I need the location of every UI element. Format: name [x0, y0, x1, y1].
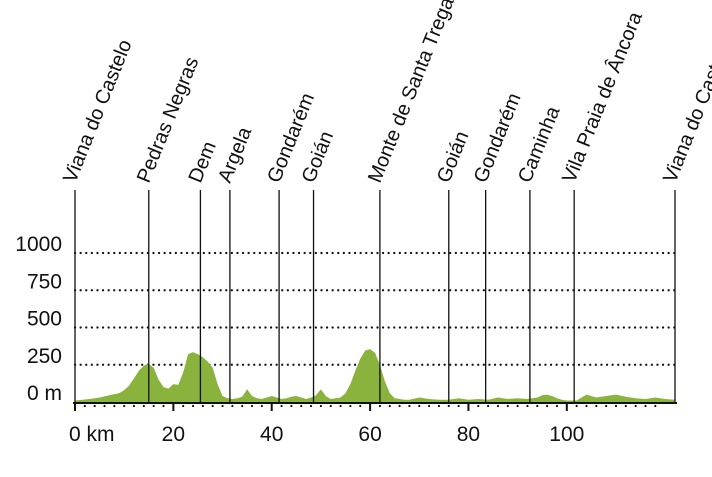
x-minor-tick — [477, 404, 480, 408]
place-label: Argela — [214, 123, 256, 186]
x-minor-tick — [447, 404, 450, 408]
x-minor-tick — [132, 404, 136, 408]
x-minor-tick — [408, 404, 411, 408]
x-minor-tick — [585, 404, 588, 408]
x-axis: 0 km 20 40 60 80 100 — [69, 402, 677, 446]
x-minor-tick — [329, 404, 332, 408]
x-minor-tick — [595, 404, 598, 408]
place-label: Goián — [298, 128, 338, 186]
place-label: Caminha — [514, 103, 565, 186]
x-minor-tick — [221, 404, 224, 408]
x-minor-tick — [152, 404, 155, 408]
x-minor-tick — [359, 404, 362, 408]
x-tick-label: 0 km — [69, 423, 115, 446]
x-tick-label: 80 — [457, 423, 480, 446]
x-minor-tick — [398, 404, 401, 408]
x-minor-tick — [103, 404, 106, 408]
y-tick-label: 750 — [27, 270, 62, 293]
x-minor-tick — [250, 404, 254, 408]
x-minor-tick — [624, 404, 627, 408]
x-minor-tick — [575, 404, 578, 408]
x-minor-tick — [506, 404, 509, 408]
x-minor-tick — [113, 404, 116, 408]
x-minor-tick — [339, 404, 342, 408]
x-minor-tick — [300, 404, 303, 408]
x-minor-tick — [260, 404, 263, 408]
x-minor-tick — [182, 404, 185, 408]
x-tick-label: 60 — [358, 423, 381, 446]
grid-lines — [73, 251, 677, 366]
x-minor-tick — [427, 404, 431, 408]
y-tick-label: 250 — [27, 345, 62, 368]
x-tick-label: 20 — [162, 423, 185, 446]
y-tick-label: 500 — [27, 308, 62, 331]
x-minor-tick — [644, 404, 647, 408]
x-minor-tick — [162, 404, 165, 408]
x-minor-tick — [654, 404, 657, 408]
x-minor-tick — [349, 404, 352, 408]
x-minor-tick — [546, 404, 549, 408]
x-minor-tick — [437, 404, 441, 408]
x-minor-tick — [378, 404, 382, 408]
y-tick-label: 0 m — [27, 382, 62, 405]
elevation-area — [75, 349, 675, 402]
x-minor-tick — [142, 404, 145, 408]
x-minor-tick — [526, 404, 529, 408]
x-minor-tick — [123, 404, 126, 408]
x-minor-tick — [201, 404, 204, 408]
place-label: Viana do Castelo — [59, 37, 136, 186]
x-minor-tick — [634, 404, 637, 408]
y-tick-label: 1000 — [15, 233, 62, 256]
place-label: Vila Praia de Âncora — [557, 8, 647, 186]
x-minor-tick — [487, 404, 490, 408]
place-label: Monte de Santa Trega (350 m) — [364, 0, 486, 186]
x-tick-label: 40 — [260, 423, 283, 446]
x-minor-tick — [605, 404, 608, 408]
x-minor-tick — [496, 404, 500, 408]
x-minor-tick — [290, 404, 293, 408]
x-minor-tick — [536, 404, 539, 408]
x-minor-tick — [614, 404, 618, 408]
x-minor-tick — [319, 404, 323, 408]
place-label: Viana do Castelo — [659, 37, 712, 186]
x-minor-tick — [388, 404, 391, 408]
x-minor-tick — [516, 404, 519, 408]
x-minor-tick — [191, 404, 195, 408]
x-minor-tick — [83, 404, 86, 408]
elevation-series-area — [75, 349, 675, 402]
x-minor-tick — [555, 404, 559, 408]
x-minor-tick — [231, 404, 234, 408]
x-minor-tick — [280, 404, 283, 408]
x-minor-tick — [241, 404, 244, 408]
x-minor-tick — [457, 404, 460, 408]
place-label: Goián — [433, 128, 473, 186]
y-axis: 0 m 250 500 750 1000 — [15, 233, 62, 405]
x-tick-label: 100 — [549, 423, 584, 446]
x-minor-tick — [93, 404, 96, 408]
x-minor-tick — [418, 404, 421, 408]
x-minor-tick — [309, 404, 313, 408]
x-minor-tick — [211, 404, 214, 408]
